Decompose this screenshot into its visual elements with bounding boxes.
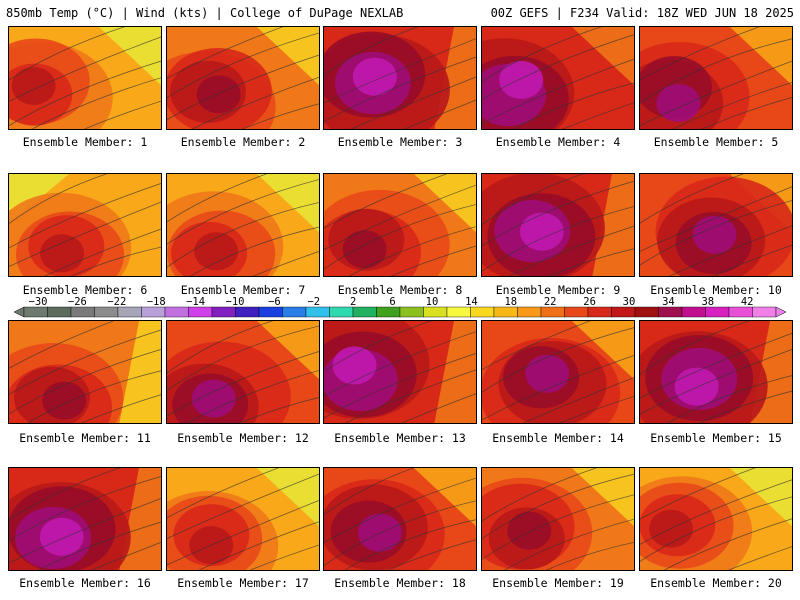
colorbar-min-arrow [14, 306, 25, 318]
colorbar-tick-label: 2 [350, 296, 357, 308]
ensemble-member-caption: Ensemble Member: 15 [650, 431, 782, 445]
colorbar-tick-label: 18 [504, 296, 518, 308]
map-title-left: 850mb Temp (°C) | Wind (kts) | College o… [6, 6, 404, 20]
ensemble-member-caption: Ensemble Member: 11 [19, 431, 151, 445]
colorbar-tick-label: −26 [67, 296, 87, 308]
colorbar-swatch [94, 306, 119, 318]
colorbar-tick-label: 38 [701, 296, 715, 308]
temperature-colorbar [14, 306, 786, 318]
ensemble-member-map [166, 467, 320, 571]
colorbar-tick-label: −18 [146, 296, 166, 308]
colorbar-max-arrow [775, 306, 786, 318]
ensemble-member-map [639, 467, 793, 571]
colorbar-swatch [564, 306, 589, 318]
colorbar-swatch [752, 306, 777, 318]
ensemble-member-map [8, 320, 162, 424]
ensemble-member-map [166, 173, 320, 277]
colorbar-swatch [517, 306, 542, 318]
colorbar-swatch [188, 306, 213, 318]
colorbar-swatch [117, 306, 142, 318]
colorbar-swatch [705, 306, 730, 318]
ensemble-member-map [323, 320, 477, 424]
colorbar-swatch [211, 306, 236, 318]
colorbar-tick-label: −30 [28, 296, 48, 308]
ensemble-member-map [481, 26, 635, 130]
ensemble-member-caption: Ensemble Member: 14 [492, 431, 624, 445]
ensemble-member-map [481, 173, 635, 277]
colorbar-tick-label: 14 [465, 296, 478, 308]
colorbar-swatch [164, 306, 189, 318]
colorbar-swatch [23, 306, 48, 318]
ensemble-member-caption: Ensemble Member: 3 [337, 135, 463, 149]
colorbar-tick-label: −10 [225, 296, 245, 308]
ensemble-member-caption: Ensemble Member: 18 [334, 576, 466, 590]
ensemble-member-caption: Ensemble Member: 8 [337, 283, 463, 297]
colorbar-swatch [399, 306, 424, 318]
ensemble-member-caption: Ensemble Member: 4 [495, 135, 621, 149]
colorbar-tick-label: 30 [622, 296, 636, 308]
ensemble-member-map [8, 173, 162, 277]
ensemble-member-caption: Ensemble Member: 20 [650, 576, 782, 590]
colorbar-swatch [352, 306, 377, 318]
colorbar-swatch [329, 306, 354, 318]
ensemble-member-caption: Ensemble Member: 2 [180, 135, 306, 149]
colorbar-swatch [611, 306, 636, 318]
ensemble-member-caption: Ensemble Member: 6 [22, 283, 148, 297]
ensemble-member-caption: Ensemble Member: 7 [180, 283, 306, 297]
colorbar-tick-label: 34 [662, 296, 675, 308]
ensemble-member-caption: Ensemble Member: 5 [653, 135, 779, 149]
colorbar-tick-label: −6 [268, 296, 281, 308]
colorbar-tick-label: −2 [307, 296, 321, 308]
ensemble-member-map [323, 173, 477, 277]
ensemble-member-caption: Ensemble Member: 16 [19, 576, 151, 590]
colorbar-swatch [47, 306, 72, 318]
ensemble-member-map [8, 467, 162, 571]
ensemble-member-caption: Ensemble Member: 12 [177, 431, 309, 445]
colorbar-tick-label: 42 [740, 296, 754, 308]
colorbar-tick-label: 6 [389, 296, 396, 308]
colorbar-swatch [423, 306, 448, 318]
colorbar-swatch [658, 306, 683, 318]
colorbar-swatch [258, 306, 283, 318]
ensemble-member-map [639, 26, 793, 130]
colorbar-tick-label: 10 [425, 296, 439, 308]
ensemble-member-caption: Ensemble Member: 13 [334, 431, 466, 445]
colorbar-swatch [587, 306, 612, 318]
ensemble-member-map [481, 467, 635, 571]
ensemble-member-map [166, 26, 320, 130]
colorbar-swatch [681, 306, 706, 318]
colorbar-swatch [540, 306, 565, 318]
colorbar-tick-label: 22 [543, 296, 557, 308]
ensemble-member-caption: Ensemble Member: 17 [177, 576, 309, 590]
colorbar-swatch [305, 306, 330, 318]
colorbar-swatch [70, 306, 95, 318]
ensemble-member-caption: Ensemble Member: 1 [22, 135, 148, 149]
colorbar-tick-label: 26 [583, 296, 596, 308]
colorbar-swatch [282, 306, 307, 318]
colorbar-swatch [728, 306, 753, 318]
colorbar-swatch [634, 306, 659, 318]
ensemble-member-map [481, 320, 635, 424]
ensemble-member-map [639, 173, 793, 277]
colorbar-tick-label: −22 [107, 296, 127, 308]
colorbar-swatch [493, 306, 518, 318]
colorbar-swatch [235, 306, 260, 318]
ensemble-member-map [166, 320, 320, 424]
ensemble-member-map [323, 26, 477, 130]
ensemble-member-caption: Ensemble Member: 19 [492, 576, 624, 590]
ensemble-member-map [323, 467, 477, 571]
colorbar-swatch [141, 306, 166, 318]
ensemble-member-map [639, 320, 793, 424]
ensemble-member-map [8, 26, 162, 130]
colorbar-swatch [376, 306, 401, 318]
colorbar-tick-label: −14 [186, 296, 206, 308]
ensemble-member-caption: Ensemble Member: 9 [495, 283, 621, 297]
map-title-right: 00Z GEFS | F234 Valid: 18Z WED JUN 18 20… [490, 6, 794, 20]
ensemble-member-caption: Ensemble Member: 10 [650, 283, 782, 297]
colorbar-swatch [446, 306, 471, 318]
colorbar-swatch [470, 306, 495, 318]
